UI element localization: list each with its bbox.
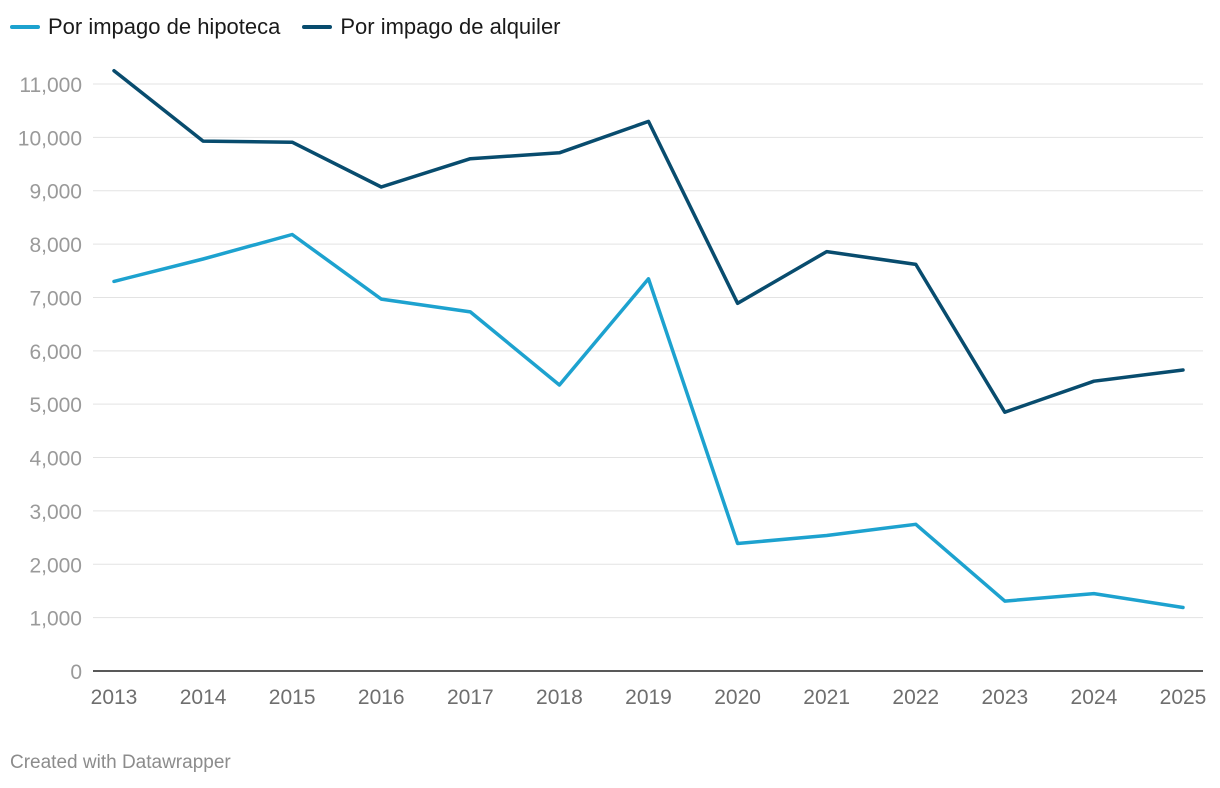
y-tick-label: 3,000 — [29, 501, 82, 524]
x-tick-label: 2018 — [536, 686, 583, 709]
x-tick-label: 2017 — [447, 686, 494, 709]
y-tick-label: 7,000 — [29, 287, 82, 310]
y-tick-label: 6,000 — [29, 341, 82, 364]
legend-label-hipoteca: Por impago de hipoteca — [48, 14, 281, 39]
x-tick-label: 2013 — [91, 686, 138, 709]
x-tick-label: 2021 — [803, 686, 850, 709]
y-tick-label: 10,000 — [18, 127, 82, 150]
series-lines — [112, 68, 1185, 610]
x-tick-label: 2019 — [625, 686, 672, 709]
y-tick-label: 8,000 — [29, 234, 82, 257]
x-tick-label: 2024 — [1071, 686, 1118, 709]
y-tick-label: 4,000 — [29, 448, 82, 471]
x-tick-label: 2016 — [358, 686, 405, 709]
x-axis-ticks: 2013 2014 2015 2016 2017 2018 2019 2020 2021 2022… — [91, 686, 1207, 709]
y-axis-ticks: 0 1,000 2,000 3,000 4,000 5,000 6,000 7,000 8,00… — [18, 74, 82, 684]
legend-item-alquiler: Por impago de alquiler — [302, 14, 561, 40]
chart-legend: Por impago de hipoteca Por impago de alq… — [10, 14, 561, 40]
y-tick-label: 1,000 — [29, 608, 82, 631]
y-tick-label: 5,000 — [29, 394, 82, 417]
legend-label-alquiler: Por impago de alquiler — [340, 14, 561, 39]
credit-text: Created with Datawrapper — [10, 752, 231, 773]
gridlines — [93, 83, 1203, 672]
x-tick-label: 2020 — [714, 686, 761, 709]
y-tick-label: 9,000 — [29, 181, 82, 204]
x-tick-label: 2015 — [269, 686, 316, 709]
x-tick-label: 2023 — [981, 686, 1028, 709]
x-tick-label: 2022 — [892, 686, 939, 709]
y-tick-label: 0 — [70, 661, 82, 684]
y-tick-label: 2,000 — [29, 554, 82, 577]
y-tick-label: 11,000 — [19, 74, 82, 97]
series-line-0 — [112, 232, 1185, 610]
series-line-1 — [112, 68, 1185, 414]
x-tick-label: 2025 — [1160, 686, 1207, 709]
legend-swatch-alquiler — [302, 25, 333, 29]
line-chart: 0 1,000 2,000 3,000 4,000 5,000 6,000 7,000 8,00… — [18, 68, 1207, 709]
x-tick-label: 2014 — [180, 686, 227, 709]
legend-item-hipoteca: Por impago de hipoteca — [10, 14, 280, 40]
legend-swatch-hipoteca — [10, 25, 40, 29]
